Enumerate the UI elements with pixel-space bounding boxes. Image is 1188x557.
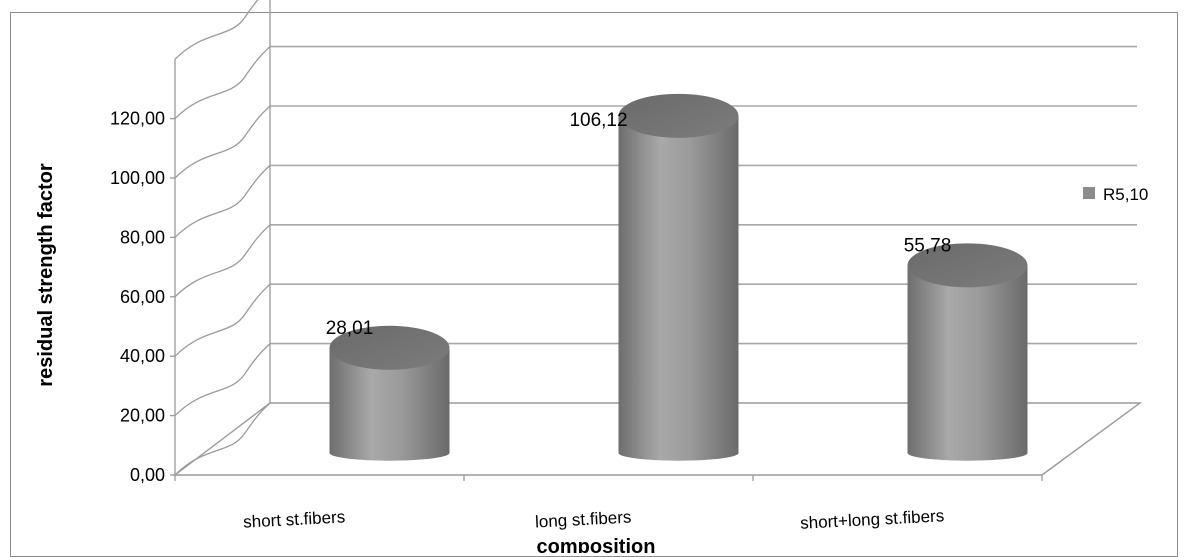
side-gridline xyxy=(174,164,271,238)
y-tick-label: 40,00 xyxy=(120,346,165,366)
cylinder-body xyxy=(618,115,739,461)
cylinder-body xyxy=(907,265,1028,461)
cylinder-bar xyxy=(329,325,450,461)
cylinder-top xyxy=(618,93,739,138)
x-axis-title: composition xyxy=(537,536,656,553)
bars xyxy=(329,93,1028,461)
legend: R5,10 xyxy=(1083,185,1148,204)
legend-label: R5,10 xyxy=(1103,185,1148,204)
cylinder-bar xyxy=(907,243,1028,461)
side-gridline xyxy=(174,0,259,60)
x-tick-label: short st.fibers xyxy=(243,507,346,531)
x-tick-label: short+long st.fibers xyxy=(800,506,945,533)
cylinder-top xyxy=(329,325,450,370)
y-tick-label: 80,00 xyxy=(120,227,165,247)
cylinder-body xyxy=(329,347,450,461)
side-gridline xyxy=(174,224,271,298)
data-label: 28,01 xyxy=(326,318,374,339)
side-gridline xyxy=(174,105,271,179)
cylinder-top xyxy=(907,243,1028,288)
y-tick-label: 0,00 xyxy=(130,465,165,485)
y-axis-title: residual strength factor xyxy=(35,163,57,387)
legend-swatch xyxy=(1083,187,1095,199)
side-gridline xyxy=(174,283,271,357)
data-labels: 28,01 106,12 55,78 xyxy=(326,110,952,339)
cylinder-bar xyxy=(618,93,739,461)
y-tick-label: 100,00 xyxy=(110,168,165,188)
data-label: 106,12 xyxy=(569,110,627,131)
y-tick-label: 60,00 xyxy=(120,287,165,307)
axes: 0,00 20,00 40,00 60,00 80,00 100,00 120,00 shor… xyxy=(110,109,1043,533)
y-tick-label: 20,00 xyxy=(120,406,165,426)
data-label: 55,78 xyxy=(904,235,952,256)
side-gridline xyxy=(174,46,271,120)
x-tick-label: long st.fibers xyxy=(535,507,632,531)
y-tick-label: 120,00 xyxy=(110,109,165,129)
side-gridline xyxy=(174,343,271,417)
